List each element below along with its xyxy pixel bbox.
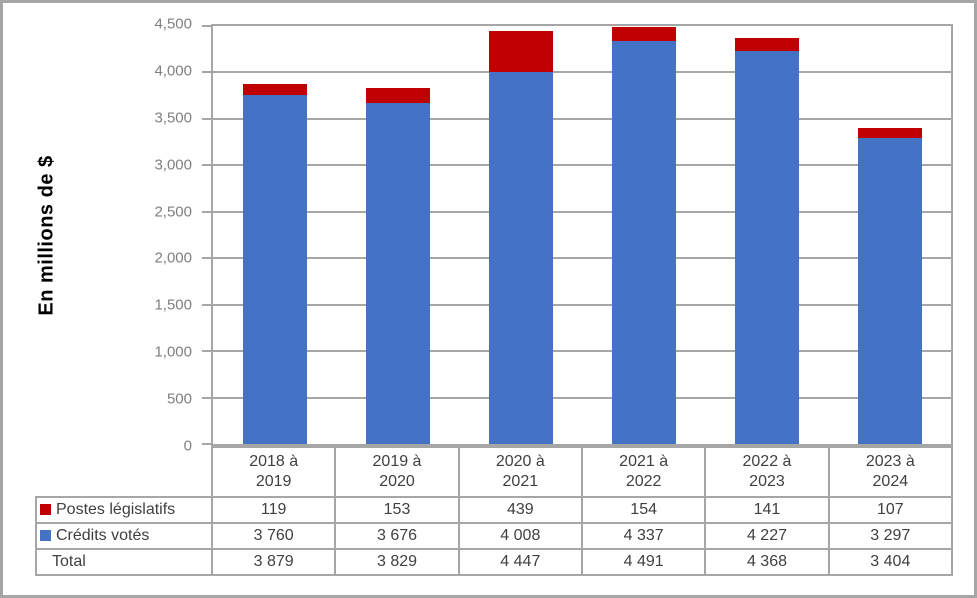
category-label: 2019 à 2020 xyxy=(372,452,422,490)
table-value-cell: 153 xyxy=(334,496,460,524)
bar-segment-cr-dits-vot-s xyxy=(365,102,430,444)
legend-marker-icon xyxy=(40,504,51,515)
y-tick-label: 2,500 xyxy=(154,203,192,221)
y-tick-mark xyxy=(202,71,211,74)
y-tick-label: 3,500 xyxy=(154,109,192,127)
gridline xyxy=(213,350,951,353)
category-header-cell: 2019 à 2020 xyxy=(334,446,460,498)
y-tick-mark xyxy=(202,350,211,353)
table-row: Postes législatifs 119 153 439 154 141 107 xyxy=(35,496,954,524)
y-tick-label: 4,000 xyxy=(154,62,192,80)
gridline xyxy=(213,164,951,167)
y-tick-mark xyxy=(202,25,211,27)
bar-segment-cr-dits-vot-s xyxy=(734,51,799,444)
table-value-cell: 4 368 xyxy=(704,548,830,576)
plot-area xyxy=(202,24,953,446)
bar-segment-postes-l-gislatifs xyxy=(734,38,799,52)
y-tick-label: 4,500 xyxy=(154,15,192,33)
category-label: 2021 à 2022 xyxy=(619,452,669,490)
table-value-cell: 154 xyxy=(580,496,707,524)
y-tick-mark xyxy=(202,257,211,260)
table-corner-cell xyxy=(36,447,212,497)
series-label: Postes législatifs xyxy=(56,501,176,518)
category-header-cell: 2021 à 2022 xyxy=(580,446,707,498)
table-value-cell: 119 xyxy=(210,496,337,524)
bar-segment-postes-l-gislatifs xyxy=(488,30,553,72)
table-value-cell: 3 676 xyxy=(334,522,460,550)
category-header-cell: 2020 à 2021 xyxy=(457,446,583,498)
category-header-cell: 2022 à 2023 xyxy=(704,446,830,498)
bar-segment-cr-dits-vot-s xyxy=(488,71,553,444)
category-label: 2023 à 2024 xyxy=(865,452,915,490)
gridline xyxy=(213,71,951,74)
y-tick-label: 500 xyxy=(166,390,192,408)
series-label-cell: Total xyxy=(35,548,213,576)
y-tick-label: 3,000 xyxy=(154,156,192,174)
y-tick-mark xyxy=(202,443,211,445)
bar-segment-postes-l-gislatifs xyxy=(365,88,430,103)
gridline xyxy=(213,210,951,213)
y-tick-mark xyxy=(202,396,211,399)
bar-column xyxy=(582,26,705,444)
table-value-cell: 4 447 xyxy=(457,548,583,576)
y-tick-mark xyxy=(202,210,211,213)
y-tick-label: 1,000 xyxy=(154,343,192,361)
legend-marker-icon xyxy=(40,530,51,541)
gridline xyxy=(213,257,951,260)
table-row: Total 3 879 3 829 4 447 4 491 4 368 3 404 xyxy=(35,548,954,576)
table-value-cell: 3 297 xyxy=(827,522,954,550)
gridline xyxy=(213,396,951,399)
bar-column xyxy=(213,26,336,444)
series-label: Total xyxy=(52,553,86,570)
y-tick-mark xyxy=(202,303,211,306)
bar-column xyxy=(459,26,582,444)
table-value-cell: 4 337 xyxy=(580,522,707,550)
table-row: Crédits votés 3 760 3 676 4 008 4 337 4 227 3 … xyxy=(35,522,954,550)
bar-column xyxy=(705,26,828,444)
data-table: 2018 à 2019 2019 à 2020 2020 à 2021 2021 à … xyxy=(35,446,954,576)
table-value-cell: 3 829 xyxy=(334,548,460,576)
bar-segment-cr-dits-vot-s xyxy=(242,94,307,444)
gridline xyxy=(213,117,951,120)
table-value-cell: 3 404 xyxy=(827,548,954,576)
gridline xyxy=(213,303,951,306)
table-value-cell: 3 760 xyxy=(210,522,337,550)
y-tick-label: 1,500 xyxy=(154,296,192,314)
category-header-cell: 2018 à 2019 xyxy=(210,446,337,498)
y-tick-label: 2,000 xyxy=(154,249,192,267)
table-value-cell: 4 227 xyxy=(704,522,830,550)
bar-column xyxy=(336,26,459,444)
table-value-cell: 4 491 xyxy=(580,548,707,576)
series-label-cell: Postes législatifs xyxy=(35,496,213,524)
bar-segment-cr-dits-vot-s xyxy=(857,137,922,444)
table-value-cell: 141 xyxy=(704,496,830,524)
y-tick-label: 0 xyxy=(183,437,192,455)
y-tick-mark xyxy=(202,117,211,120)
category-header-cell: 2023 à 2024 xyxy=(827,446,954,498)
bar-column xyxy=(828,26,951,444)
bar-segment-postes-l-gislatifs xyxy=(242,83,307,95)
series-label: Crédits votés xyxy=(56,527,150,544)
y-tick-mark xyxy=(202,164,211,167)
table-value-cell: 439 xyxy=(457,496,583,524)
category-label: 2022 à 2023 xyxy=(742,452,792,490)
bar-segment-postes-l-gislatifs xyxy=(611,26,676,42)
table-value-cell: 107 xyxy=(827,496,954,524)
category-label: 2018 à 2019 xyxy=(249,452,299,490)
bar-segment-postes-l-gislatifs xyxy=(857,127,922,138)
table-value-cell: 3 879 xyxy=(210,548,337,576)
bar-segment-cr-dits-vot-s xyxy=(611,41,676,444)
series-label-cell: Crédits votés xyxy=(35,522,213,550)
category-label: 2020 à 2021 xyxy=(495,452,545,490)
y-axis-tick-labels: 0 500 1,000 1,500 2,000 2,500 3,000 3,500 4,000 4… xyxy=(3,16,192,455)
table-value-cell: 4 008 xyxy=(457,522,583,550)
